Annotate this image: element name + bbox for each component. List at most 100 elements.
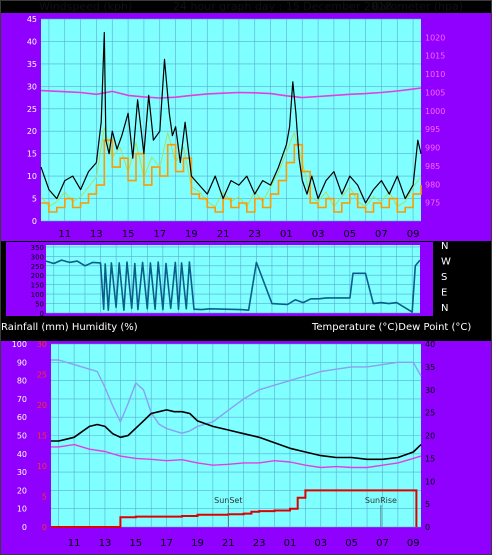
x-tick-label: 05 [343,229,356,240]
humidity-tick-label: 80 [17,377,27,386]
windspeed-tick-label: 45 [27,15,37,24]
x-tick-label: 07 [375,229,388,240]
rain-humidity-axis-title: Rainfall (mm) Humidity (%) [1,322,138,333]
wind-average-line [41,139,422,213]
direction-line [45,259,421,313]
top-header: Windspeed (kph) 24 hour graph day : 15 D… [1,0,492,13]
temperature-tick-label: 40 [425,340,435,349]
dewpoint-line [51,443,422,469]
x-tick-label-bottom: 15 [129,538,142,549]
humidity-tick-label: 30 [17,468,27,477]
temperature-tick-label: 35 [425,363,435,372]
windspeed-line [40,31,422,204]
barometer-tick-label: 1020 [425,33,445,42]
compass-label: S [441,272,447,283]
rainfall-line [51,489,418,528]
barometer-tick-label: 990 [425,144,440,153]
windspeed-tick-label: 30 [27,82,37,91]
temperature-line [51,359,422,434]
temperature-tick-label: 15 [425,454,435,463]
x-tick-label-bottom: 01 [284,538,297,549]
x-tick-label-bottom: 17 [160,538,173,549]
x-tick-label: 17 [153,229,166,240]
x-tick-label: 09 [407,229,420,240]
x-tick-label: 01 [280,229,293,240]
x-tick-label: 21 [217,229,230,240]
barometer-tick-label: 1010 [425,70,445,79]
rain-tick-label: 0 [42,523,47,532]
direction-tick-label: 350 [31,244,44,252]
x-tick-label-bottom: 05 [345,538,358,549]
compass-label: W [441,257,451,268]
direction-tick-label: 0 [40,310,44,318]
temperature-axis-title: Temperature (°C)Dew Point (°C) [312,322,472,333]
rain-tick-label: 5 [42,493,47,502]
panel-mid-right-bg [433,242,491,316]
compass-label: N [441,303,448,314]
x-tick-label: 03 [312,229,325,240]
rain-tick-label: 15 [37,432,47,441]
barometer-axis-title: Barometer (hpa) [372,0,464,13]
direction-tick-label: 100 [31,291,44,299]
temperature-tick-label: 5 [425,500,430,509]
humidity-tick-label: 20 [17,486,27,495]
compass-label: N [441,241,448,252]
humidity-tick-label: 40 [17,450,27,459]
windspeed-tick-label: 20 [27,127,37,136]
windspeed-axis-title: Windspeed (kph) [39,0,133,13]
humidity-tick-label: 0 [22,523,27,532]
windspeed-tick-label: 35 [27,60,37,69]
barometer-line [40,87,422,99]
x-tick-label-bottom: 11 [68,538,81,549]
wind-panel-plot-area [41,19,421,221]
direction-tick-label: 200 [31,272,44,280]
humidity-tick-label: 10 [17,505,27,514]
direction-tick-label: 250 [31,263,44,271]
temperature-tick-label: 10 [425,477,435,486]
windspeed-tick-label: 10 [27,172,37,181]
direction-tick-label: 300 [31,253,44,261]
bottom-header: Rainfall (mm) Humidity (%) Temperature (… [1,319,491,339]
x-tick-label-bottom: 23 [253,538,266,549]
x-tick-label: 19 [185,229,198,240]
direction-tick-label: 50 [35,301,44,309]
barometer-tick-label: 1005 [425,88,445,97]
humidity-tick-label: 50 [17,432,27,441]
rain-tick-label: 10 [37,462,47,471]
humidity-tick-label: 90 [17,358,27,367]
x-tick-label: 23 [248,229,261,240]
barometer-tick-label: 980 [425,180,440,189]
temperature-tick-label: 30 [425,386,435,395]
x-tick-label-bottom: 09 [407,538,420,549]
humidity-tick-label: 70 [17,395,27,404]
humidity-tick-label: 60 [17,413,27,422]
windspeed-tick-label: 40 [27,37,37,46]
rain-tick-label: 20 [37,401,47,410]
x-tick-label-bottom: 21 [222,538,235,549]
windspeed-tick-label: 5 [32,195,37,204]
barometer-tick-label: 1000 [425,107,445,116]
x-tick-label-bottom: 03 [314,538,327,549]
rain-tick-label: 30 [37,340,47,349]
x-tick-label: 13 [90,229,103,240]
barometer-tick-label: 975 [425,199,440,208]
barometer-tick-label: 1015 [425,52,445,61]
x-tick-label: 11 [58,229,71,240]
barometer-tick-label: 995 [425,125,440,134]
sunrise-label: SunRise [365,496,397,505]
windspeed-tick-label: 0 [32,217,37,226]
barometer-tick-label: 985 [425,162,440,171]
rain-tick-label: 25 [37,371,47,380]
windspeed-tick-label: 25 [27,105,37,114]
humidity-tick-label: 100 [12,340,27,349]
sunset-label: SunSet [214,496,242,505]
x-tick-label: 15 [122,229,135,240]
temperature-tick-label: 20 [425,432,435,441]
direction-tick-label: 150 [31,282,44,290]
x-tick-label-bottom: 07 [376,538,389,549]
x-tick-label-bottom: 19 [191,538,204,549]
x-tick-label-bottom: 13 [99,538,112,549]
compass-label: E [441,288,447,299]
